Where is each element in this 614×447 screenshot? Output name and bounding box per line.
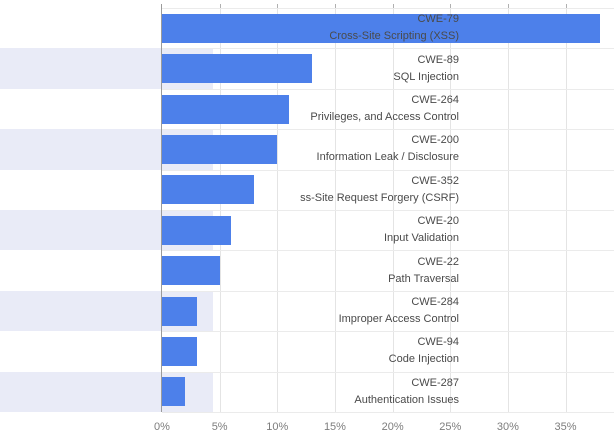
row-separator xyxy=(162,290,614,292)
category-code: CWE-264 xyxy=(411,94,459,106)
bar-cwe-284 xyxy=(162,296,197,326)
tick-mark xyxy=(565,4,567,9)
tick-mark xyxy=(277,4,279,9)
category-code: CWE-284 xyxy=(411,296,459,308)
x-tick-label: 15% xyxy=(323,421,346,433)
category-code: CWE-287 xyxy=(411,376,459,389)
category-name: Information Leak / Disclosure xyxy=(316,151,459,164)
category-name: ss-Site Request Forgery (CSRF) xyxy=(300,191,459,204)
category-name: Authentication Issues xyxy=(354,393,459,406)
category-label: CWE-89 SQL Injection xyxy=(393,52,459,86)
category-code: CWE-20 xyxy=(417,215,459,228)
category-label: CWE-287 Authentication Issues xyxy=(354,375,459,409)
category-code: CWE-89 xyxy=(417,53,459,66)
category-label: CWE-200 Information Leak / Disclosure xyxy=(317,132,459,166)
x-tick-label: 10% xyxy=(266,421,289,433)
row-separator xyxy=(162,88,614,90)
category-name: Privileges, and Access Control xyxy=(310,111,459,123)
row-separator xyxy=(162,48,614,50)
category-label: CWE-352 ss-Site Request Forgery (CSRF) xyxy=(300,173,459,207)
x-tick-label: 30% xyxy=(496,421,519,433)
row-separator xyxy=(162,331,614,333)
category-label: CWE-284 Improper Access Control xyxy=(339,294,459,328)
category-name: SQL Injection xyxy=(393,70,459,83)
category-name: Cross-Site Scripting (XSS) xyxy=(329,30,459,43)
bar-cwe-352 xyxy=(162,175,255,205)
tick-mark xyxy=(507,4,509,9)
bar-cwe-89 xyxy=(162,54,312,84)
category-name: Code Injection xyxy=(388,353,459,366)
tick-mark xyxy=(334,4,336,9)
bar-cwe-22 xyxy=(162,256,220,286)
row-separator xyxy=(162,250,614,252)
x-tick-label: 0% xyxy=(154,421,170,433)
bar-cwe-94 xyxy=(162,336,197,366)
bar-cwe-200 xyxy=(162,134,278,164)
tick-mark xyxy=(219,4,221,9)
bar-cwe-287 xyxy=(162,377,186,407)
category-label: CWE-94 Code Injection xyxy=(389,334,459,368)
category-code: CWE-79 xyxy=(417,13,459,26)
row-separator xyxy=(162,371,614,373)
bar-cwe-79 xyxy=(162,13,601,43)
tick-mark xyxy=(450,4,452,9)
category-name: Input Validation xyxy=(383,232,459,245)
category-label: CWE-264 Privileges, and Access Control xyxy=(310,92,459,126)
category-name: Improper Access Control xyxy=(338,313,459,325)
x-tick-label: 35% xyxy=(554,421,577,433)
category-code: CWE-200 xyxy=(411,134,459,147)
x-tick-label: 5% xyxy=(211,421,228,433)
category-label: CWE-20 Input Validation xyxy=(384,213,459,247)
row-separator xyxy=(162,169,614,171)
bar-cwe-20 xyxy=(162,215,232,245)
tick-mark xyxy=(392,4,394,9)
axis-line xyxy=(161,4,162,412)
category-code: CWE-352 xyxy=(411,174,459,187)
x-tick-label: 20% xyxy=(381,421,404,433)
row-separator xyxy=(162,129,614,131)
bar-cwe-264 xyxy=(162,94,289,124)
category-name: Path Traversal xyxy=(388,272,459,285)
x-tick-label: 25% xyxy=(439,421,462,433)
category-label: CWE-79 Cross-Site Scripting (XSS) xyxy=(329,11,459,45)
row-separator xyxy=(162,412,614,413)
category-code: CWE-94 xyxy=(417,336,459,349)
category-code: CWE-22 xyxy=(417,255,459,268)
row-separator xyxy=(162,8,614,9)
category-label: CWE-22 Path Traversal xyxy=(388,254,459,288)
row-separator xyxy=(162,210,614,211)
